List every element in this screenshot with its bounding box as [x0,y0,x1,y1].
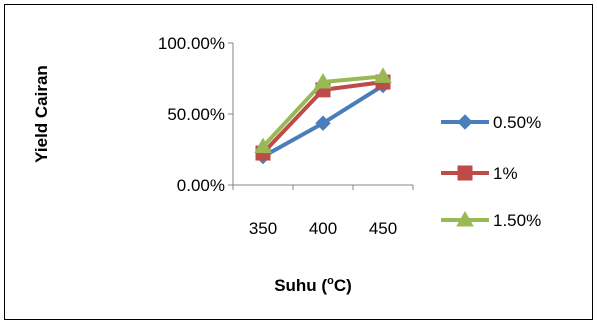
legend-marker [456,210,474,227]
data-point [315,115,331,131]
legend-item: 1% [441,164,518,183]
legend-item: 0.50% [441,113,541,132]
y-axis-title: Yield Cairan [32,65,51,163]
data-point [254,137,272,154]
legend-marker [457,165,473,181]
legend-label: 0.50% [493,113,541,132]
legend-marker [457,114,473,130]
plot-area: 0.00% 50.00% 100.00% 350 400 450 [158,34,414,238]
legend: 0.50% 1% 1.50% [441,113,541,230]
legend-label: 1.50% [493,211,541,230]
data-point [314,73,332,89]
x-tick-label: 450 [369,219,397,238]
y-tick-label: 50.00% [167,105,225,124]
legend-item: 1.50% [441,210,541,230]
series-layer [254,67,392,165]
x-axis-title-text: Suhu ( [274,276,327,295]
chart-frame: 0.00% 50.00% 100.00% 350 400 450 Yield Caira… [4,4,593,320]
x-ticks: 350 400 450 [232,185,414,238]
x-axis-title: Suhu (oC) [274,275,352,295]
legend-label: 1% [493,164,518,183]
y-tick-label: 0.00% [177,176,225,195]
x-tick-label: 350 [249,219,277,238]
y-tick-label: 100.00% [158,34,225,53]
x-tick-label: 400 [309,219,337,238]
x-axis-title-superscript: o [327,275,334,287]
data-point [374,67,392,83]
series-3 [254,67,392,154]
x-axis-title-suffix: C) [334,276,352,295]
chart-svg: 0.00% 50.00% 100.00% 350 400 450 Yield Caira… [32,34,541,295]
y-ticks: 0.00% 50.00% 100.00% [158,34,233,195]
